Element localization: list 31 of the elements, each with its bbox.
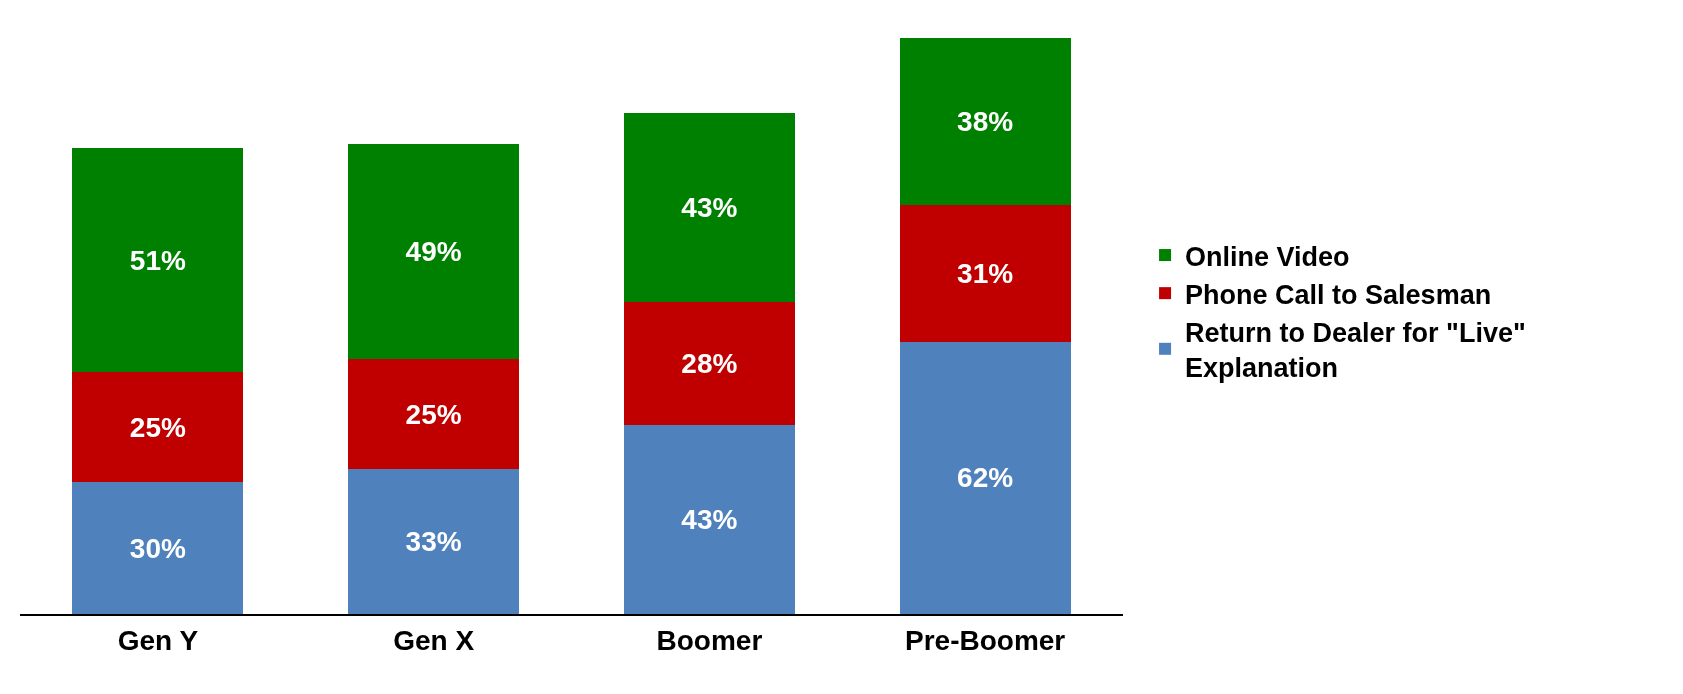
- bar: [348, 143, 520, 360]
- bar: [348, 359, 520, 469]
- x-tick-label: Gen X: [393, 624, 475, 656]
- data-label: 28%: [681, 348, 738, 380]
- legend-label: Phone Call to Salesman: [1185, 279, 1492, 310]
- x-tick-label: Boomer: [656, 624, 763, 656]
- data-label: 25%: [405, 398, 462, 430]
- bar: [72, 482, 244, 614]
- data-label: 38%: [957, 106, 1014, 138]
- legend-label: Online Video: [1185, 241, 1350, 272]
- data-label: 51%: [129, 244, 186, 276]
- bar: [899, 341, 1071, 614]
- data-label: 25%: [129, 411, 186, 443]
- bar: [899, 38, 1071, 206]
- legend-label: Return to Dealer for "Live" Explanation: [1185, 317, 1526, 383]
- bar: [623, 425, 795, 614]
- data-label: 62%: [957, 462, 1014, 494]
- data-label: 43%: [681, 191, 738, 223]
- bar: [623, 301, 795, 426]
- data-label: 31%: [957, 257, 1014, 289]
- x-tick-label: Gen Y: [117, 624, 199, 656]
- data-label: 30%: [129, 532, 186, 564]
- bar: [72, 372, 244, 483]
- bar: [623, 113, 795, 302]
- bar: [72, 148, 244, 373]
- data-label: 33%: [405, 525, 462, 557]
- data-label: 43%: [681, 504, 738, 536]
- x-tick-label: Pre-Boomer: [905, 624, 1066, 656]
- data-label: 49%: [405, 235, 462, 267]
- bar: [899, 205, 1071, 342]
- bar: [348, 468, 520, 614]
